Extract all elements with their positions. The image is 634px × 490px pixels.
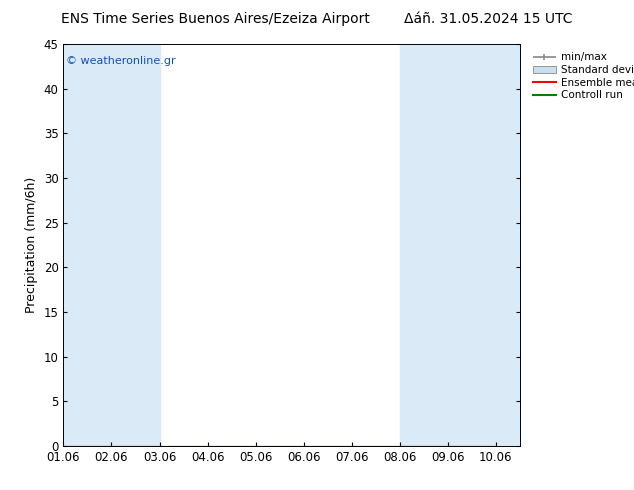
Bar [496, 44, 520, 446]
Y-axis label: Precipitation (mm/6h): Precipitation (mm/6h) [25, 177, 38, 313]
Bar [448, 44, 496, 446]
Bar [112, 44, 160, 446]
Legend: min/max, Standard deviation, Ensemble mean run, Controll run: min/max, Standard deviation, Ensemble me… [529, 49, 634, 103]
Text: ENS Time Series Buenos Aires/Ezeiza Airport: ENS Time Series Buenos Aires/Ezeiza Airp… [61, 12, 370, 26]
Text: © weatheronline.gr: © weatheronline.gr [66, 56, 176, 66]
Bar [400, 44, 448, 446]
Bar [63, 44, 112, 446]
Text: Δáñ. 31.05.2024 15 UTC: Δáñ. 31.05.2024 15 UTC [404, 12, 573, 26]
